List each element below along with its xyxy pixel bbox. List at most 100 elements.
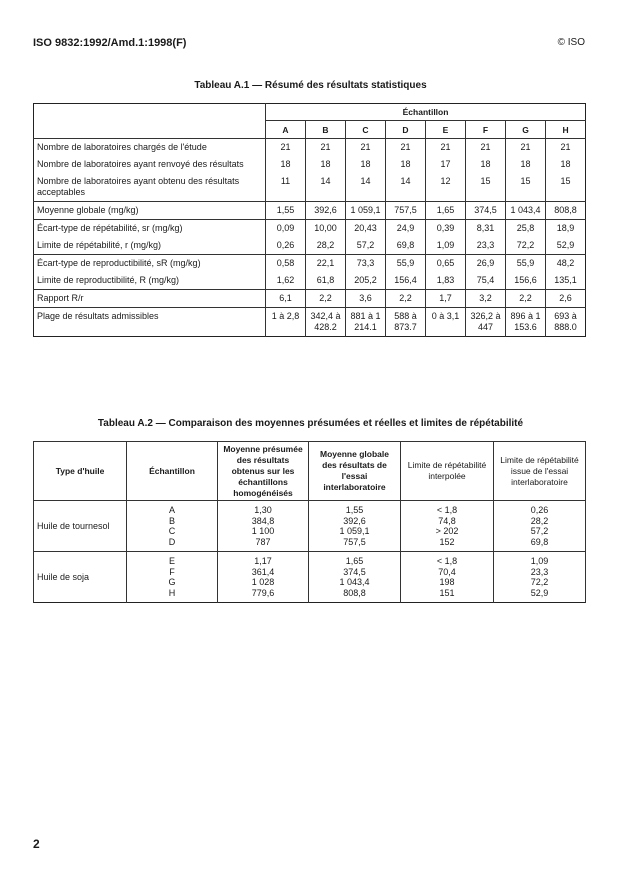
cell-value: 1,09 <box>425 237 466 255</box>
cell-value: 18 <box>345 156 386 173</box>
cell-value: 0,65 <box>425 254 466 272</box>
cell-value: 20,43 <box>345 219 386 237</box>
table1-title: Tableau A.1 — Résumé des résultats stati… <box>194 80 427 91</box>
cell-value: 757,5 <box>385 201 426 220</box>
presumed-cell: 1,30 384,8 1 100 787 <box>217 500 309 552</box>
cell-value: 896 à 1 153.6 <box>505 307 546 337</box>
column-header: Moyenne présumée des résultats obtenus s… <box>217 441 309 501</box>
cell-value: D <box>168 536 176 547</box>
row-label: Nombre de laboratoires ayant obtenu des … <box>37 176 240 197</box>
table-row: Moyenne globale (mg/kg) 1,55 392,6 1 059,1 7… <box>33 201 586 220</box>
cell-value: 3,2 <box>465 289 506 308</box>
cell-value: 361,4 <box>251 566 275 577</box>
cell-value: 28,2 <box>530 515 549 526</box>
row-label: Limite de répétabilité, r (mg/kg) <box>37 240 162 250</box>
cell-value: 326,2 à 447 <box>465 307 506 337</box>
cell-value: 22,1 <box>305 254 346 272</box>
table-row: Écart-type de reproductibilité, sR (mg/k… <box>33 254 586 272</box>
document-id: ISO 9832:1992/Amd.1:1998(F) <box>33 37 187 49</box>
cell-value: 1 028 <box>251 577 275 587</box>
cell-value: 26,9 <box>465 254 506 272</box>
cell-value: 205,2 <box>345 272 386 290</box>
cell-value: 156,6 <box>505 272 546 290</box>
cell-value: 18,9 <box>544 219 586 237</box>
cell-value: 135,1 <box>544 272 586 290</box>
column-header-H: H <box>544 120 586 139</box>
column-header-C: C <box>345 120 386 139</box>
table-row: Écart-type de répétabilité, sr (mg/kg) 0,… <box>33 219 586 237</box>
cell-value: < 1,8 <box>436 556 458 566</box>
cell-value: 14 <box>345 173 386 202</box>
cell-value: 73,3 <box>345 254 386 272</box>
column-header-G: G <box>505 120 546 139</box>
cell-value: 0,39 <box>425 219 466 237</box>
cell-value: 342,4 à 428.2 <box>305 307 346 337</box>
cell-value: 12 <box>425 173 466 202</box>
cell-value: 14 <box>385 173 426 202</box>
cell-value: 1,7 <box>425 289 466 308</box>
cell-value: 0,26 <box>530 505 549 515</box>
cell-value: 75,4 <box>465 272 506 290</box>
oil-group-row: Huile de soja E F G H 1,17 361,4 1 028 779,6 1,65… <box>33 551 586 603</box>
row-label: Écart-type de reproductibilité, sR (mg/k… <box>33 254 266 272</box>
cell-value: 1 043,4 <box>339 577 370 587</box>
cell-value: 757,5 <box>343 536 366 547</box>
cell-value: 18 <box>465 156 506 173</box>
cell-value: A <box>168 505 175 515</box>
cell-value: 2,6 <box>544 289 586 308</box>
cell-value: 0,09 <box>265 219 306 237</box>
cell-value: 23,3 <box>530 566 549 577</box>
cell-value: 374,5 <box>343 566 366 577</box>
interpolated-cell: < 1,8 70,4 198 151 <box>400 551 494 603</box>
cell-value: B <box>168 515 175 526</box>
cell-value: 24,9 <box>385 219 426 237</box>
cell-value: E <box>168 556 175 566</box>
cell-value: 198 <box>439 577 455 587</box>
cell-value: 3,6 <box>345 289 386 308</box>
cell-value: > 202 <box>435 526 459 536</box>
presumed-cell: 1,17 361,4 1 028 779,6 <box>217 551 309 603</box>
oil-type: Huile de tournesol <box>33 500 127 552</box>
oil-group-row: Huile de tournesol A B C D 1,30 384,8 1 100 787 1… <box>33 500 586 552</box>
cell-value: 1,62 <box>265 272 306 290</box>
cell-value: 15 <box>505 173 546 202</box>
column-header: Type d'huile <box>33 441 127 501</box>
cell-value: 1,65 <box>345 556 364 566</box>
table-row: Rapport R/r 6,1 2,2 3,6 2,2 1,7 3,2 2,2 2,6 <box>33 289 586 308</box>
cell-value: 18 <box>544 156 586 173</box>
table-row: Nombre de laboratoires chargés de l'étud… <box>33 138 586 156</box>
cell-value: 2,2 <box>305 289 346 308</box>
cell-value: 18 <box>505 156 546 173</box>
cell-value: 52,9 <box>544 237 586 255</box>
cell-value: 21 <box>425 138 466 156</box>
cell-value: 2,2 <box>505 289 546 308</box>
cell-value: 787 <box>255 536 271 547</box>
cell-value: 69,8 <box>385 237 426 255</box>
table-row: Limite de reproductibilité, R (mg/kg) 1,6… <box>34 272 586 290</box>
column-header-E: E <box>425 120 466 139</box>
cell-value: 0,26 <box>265 237 306 255</box>
cell-value: 21 <box>465 138 506 156</box>
cell-value: 21 <box>305 138 346 156</box>
cell-value: C <box>168 526 176 536</box>
cell-value: 1,83 <box>425 272 466 290</box>
cell-value: 0,58 <box>265 254 306 272</box>
column-header: Limite de répétabilité interpolée <box>400 441 494 501</box>
row-label: Nombre de laboratoires chargés de l'étud… <box>33 138 266 156</box>
cell-value: 21 <box>385 138 426 156</box>
column-header-B: B <box>305 120 346 139</box>
cell-value: 52,9 <box>530 587 549 598</box>
cell-value: 21 <box>505 138 546 156</box>
cell-value: 392,6 <box>343 515 366 526</box>
cell-value: 72,2 <box>530 577 549 587</box>
cell-value: 1,17 <box>254 556 272 566</box>
copyright: © ISO <box>557 37 585 48</box>
cell-value: 6,1 <box>265 289 306 308</box>
cell-value: 15 <box>544 173 586 202</box>
cell-value: 21 <box>265 138 306 156</box>
cell-value: 588 à 873.7 <box>385 307 426 337</box>
cell-value: 18 <box>385 156 426 173</box>
row-label: Plage de résultats admissibles <box>33 307 266 337</box>
group-header: Échantillon <box>264 103 586 121</box>
